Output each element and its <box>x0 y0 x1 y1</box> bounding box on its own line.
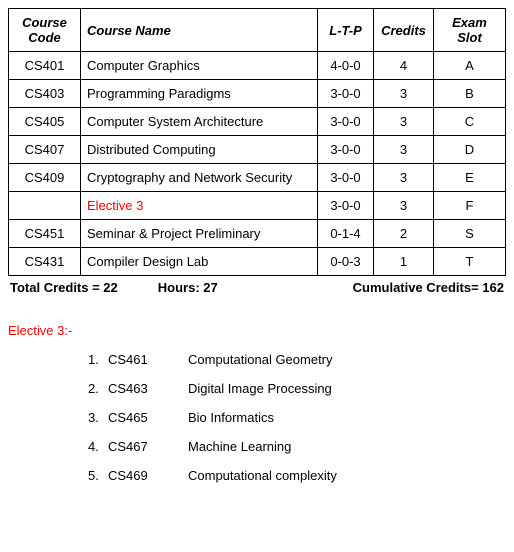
cell-exam-slot: C <box>434 108 506 136</box>
cell-credits: 3 <box>374 192 434 220</box>
cell-code: CS431 <box>9 248 81 276</box>
summary-row: Total Credits = 22 Hours: 27 Cumulative … <box>8 276 506 295</box>
cell-name: Compiler Design Lab <box>81 248 318 276</box>
elective-list: 1.CS461Computational Geometry 2.CS463Digi… <box>88 352 506 483</box>
cell-code: CS401 <box>9 52 81 80</box>
total-credits: Total Credits = 22 <box>10 280 118 295</box>
cell-ltp: 4-0-0 <box>318 52 374 80</box>
cell-ltp: 0-0-3 <box>318 248 374 276</box>
cumulative-credits: Cumulative Credits= 162 <box>353 280 504 295</box>
cell-ltp: 0-1-4 <box>318 220 374 248</box>
col-header-code: Course Code <box>9 9 81 52</box>
elective-num: 3. <box>88 410 108 425</box>
cell-code: CS409 <box>9 164 81 192</box>
course-table: Course Code Course Name L-T-P Credits Ex… <box>8 8 506 276</box>
col-header-name: Course Name <box>81 9 318 52</box>
elective-num: 5. <box>88 468 108 483</box>
table-row: CS451Seminar & Project Preliminary0-1-42… <box>9 220 506 248</box>
elective-name: Machine Learning <box>188 439 291 454</box>
cell-name: Cryptography and Network Security <box>81 164 318 192</box>
elective-num: 1. <box>88 352 108 367</box>
elective-item: 1.CS461Computational Geometry <box>88 352 506 367</box>
cell-credits: 4 <box>374 52 434 80</box>
cell-ltp: 3-0-0 <box>318 108 374 136</box>
elective-code: CS469 <box>108 468 188 483</box>
elective-code: CS461 <box>108 352 188 367</box>
cell-credits: 1 <box>374 248 434 276</box>
cell-credits: 3 <box>374 108 434 136</box>
cell-credits: 3 <box>374 164 434 192</box>
cell-exam-slot: E <box>434 164 506 192</box>
hours: Hours: 27 <box>158 280 218 295</box>
table-row: CS405Computer System Architecture3-0-03C <box>9 108 506 136</box>
cell-code <box>9 192 81 220</box>
cell-code: CS451 <box>9 220 81 248</box>
cell-name: Elective 3 <box>81 192 318 220</box>
cell-exam-slot: T <box>434 248 506 276</box>
cell-name: Programming Paradigms <box>81 80 318 108</box>
col-header-exam: Exam Slot <box>434 9 506 52</box>
table-row: CS403Programming Paradigms3-0-03B <box>9 80 506 108</box>
cell-exam-slot: D <box>434 136 506 164</box>
table-row: CS407Distributed Computing3-0-03D <box>9 136 506 164</box>
elective-item: 3.CS465Bio Informatics <box>88 410 506 425</box>
cell-ltp: 3-0-0 <box>318 164 374 192</box>
cell-code: CS405 <box>9 108 81 136</box>
cell-exam-slot: S <box>434 220 506 248</box>
elective-code: CS465 <box>108 410 188 425</box>
elective-code: CS467 <box>108 439 188 454</box>
elective-name: Bio Informatics <box>188 410 274 425</box>
elective-name: Computational Geometry <box>188 352 333 367</box>
cell-ltp: 3-0-0 <box>318 136 374 164</box>
cell-credits: 3 <box>374 80 434 108</box>
cell-credits: 3 <box>374 136 434 164</box>
elective-code: CS463 <box>108 381 188 396</box>
elective-heading: Elective 3:- <box>8 323 506 338</box>
cell-name: Seminar & Project Preliminary <box>81 220 318 248</box>
table-row: CS431Compiler Design Lab0-0-31T <box>9 248 506 276</box>
elective-num: 2. <box>88 381 108 396</box>
elective-name: Computational complexity <box>188 468 337 483</box>
cell-name: Computer Graphics <box>81 52 318 80</box>
elective-num: 4. <box>88 439 108 454</box>
cell-ltp: 3-0-0 <box>318 192 374 220</box>
table-header-row: Course Code Course Name L-T-P Credits Ex… <box>9 9 506 52</box>
cell-name: Computer System Architecture <box>81 108 318 136</box>
cell-exam-slot: F <box>434 192 506 220</box>
elective-item: 4.CS467Machine Learning <box>88 439 506 454</box>
col-header-credits: Credits <box>374 9 434 52</box>
cell-code: CS403 <box>9 80 81 108</box>
table-row: Elective 33-0-03F <box>9 192 506 220</box>
elective-name: Digital Image Processing <box>188 381 332 396</box>
cell-exam-slot: B <box>434 80 506 108</box>
elective-item: 2.CS463Digital Image Processing <box>88 381 506 396</box>
table-row: CS409Cryptography and Network Security3-… <box>9 164 506 192</box>
table-row: CS401Computer Graphics4-0-04A <box>9 52 506 80</box>
cell-credits: 2 <box>374 220 434 248</box>
cell-ltp: 3-0-0 <box>318 80 374 108</box>
cell-name: Distributed Computing <box>81 136 318 164</box>
elective-item: 5.CS469Computational complexity <box>88 468 506 483</box>
cell-exam-slot: A <box>434 52 506 80</box>
cell-code: CS407 <box>9 136 81 164</box>
col-header-ltp: L-T-P <box>318 9 374 52</box>
